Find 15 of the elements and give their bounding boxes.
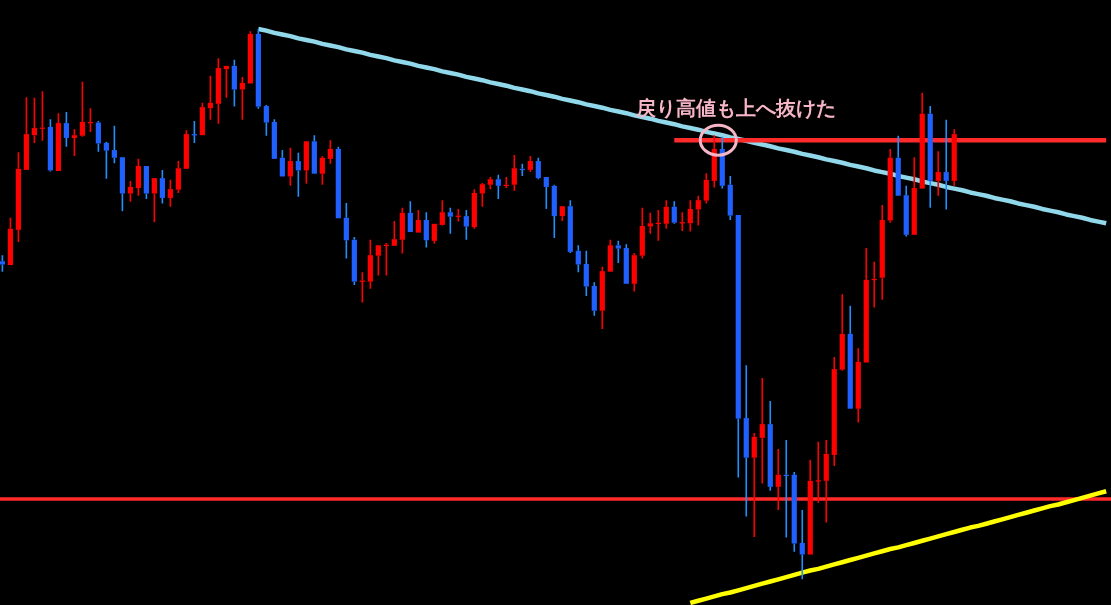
candlestick (863, 247, 869, 363)
candlestick (375, 245, 381, 277)
annotation: 戻り高値も上へ抜けた (636, 97, 837, 121)
candlestick (23, 96, 29, 170)
candlestick (543, 177, 549, 210)
candlestick (807, 459, 813, 555)
candlestick (911, 156, 917, 235)
candlestick (607, 238, 613, 272)
candlestick (559, 206, 565, 222)
candlestick (151, 178, 157, 223)
candlestick (391, 220, 397, 246)
candlestick (735, 215, 741, 479)
candlestick (847, 305, 853, 409)
candlestick (919, 92, 925, 189)
candlestick (895, 134, 901, 196)
